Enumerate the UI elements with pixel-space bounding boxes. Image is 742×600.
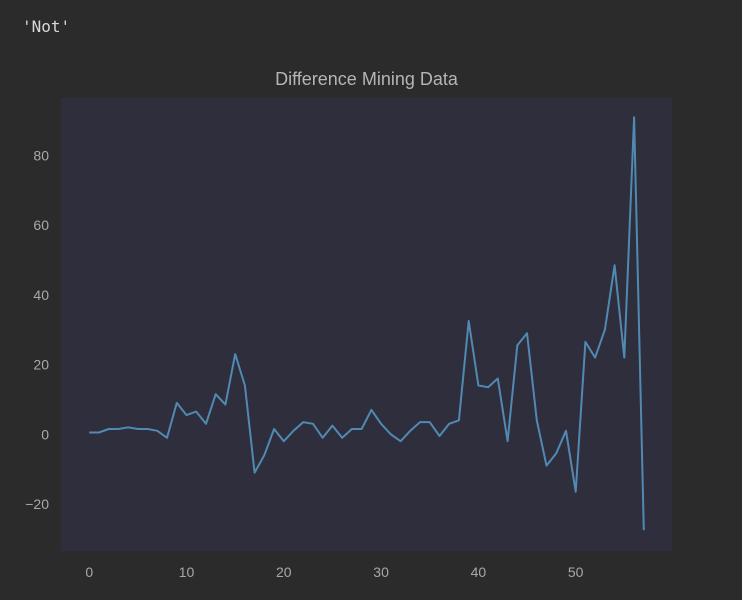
y-tick-label: 40 <box>33 287 49 303</box>
x-tick-label: 50 <box>568 564 584 580</box>
x-tick-label: 0 <box>85 564 93 580</box>
x-tick-label: 40 <box>471 564 487 580</box>
cell-output-text: 'Not' <box>22 17 71 36</box>
y-tick-label: 0 <box>41 426 49 442</box>
series-layer <box>89 116 645 531</box>
x-axis: 0 10 20 30 40 50 <box>85 564 583 580</box>
y-axis: −20 0 20 40 60 80 <box>25 147 49 511</box>
x-tick-label: 10 <box>179 564 195 580</box>
x-tick-label: 30 <box>373 564 389 580</box>
chart-title: Difference Mining Data <box>275 69 459 89</box>
series-line-0 <box>89 116 645 531</box>
y-tick-label: −20 <box>25 496 49 512</box>
plot-area <box>61 98 672 551</box>
y-tick-label: 20 <box>33 357 49 373</box>
x-tick-label: 20 <box>276 564 292 580</box>
y-tick-label: 80 <box>33 147 49 163</box>
y-tick-label: 60 <box>33 217 49 233</box>
